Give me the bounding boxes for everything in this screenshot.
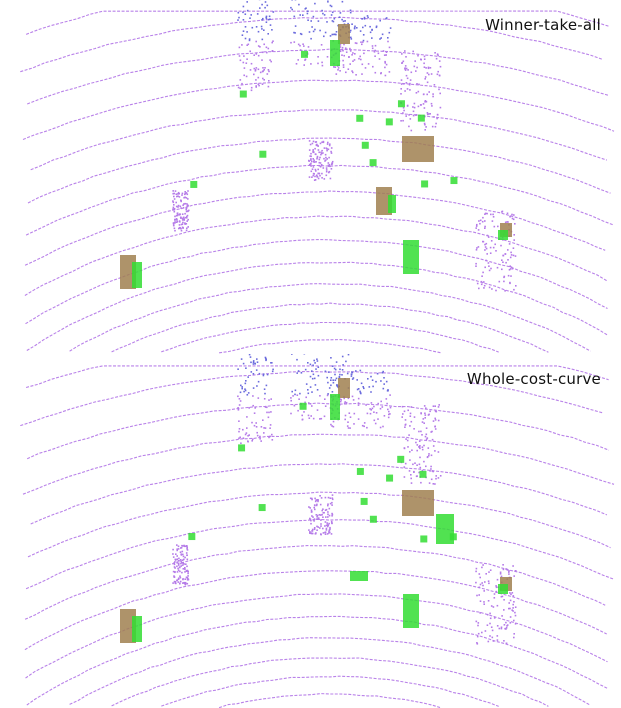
point-cloud-whole-cost-curve [20,354,615,708]
near-left-object-green [132,616,142,642]
small-detection-4 [397,100,405,108]
small-detection-0 [190,180,198,188]
far-center-object-brown [338,378,350,398]
lidar-rings [20,10,615,354]
right-edge-object-green [498,230,508,240]
point-cloud-winner-take-all [20,0,615,354]
small-detection-2 [356,467,364,475]
small-detection-9 [369,159,377,167]
scatter-points [172,354,517,645]
small-detection-1 [258,504,266,512]
panel-title-winner-take-all: Winner-take-all [485,16,601,34]
small-detection-2 [356,114,364,122]
lidar-rings [20,365,615,708]
small-detection-9 [369,515,377,523]
center-right-object-green [388,195,396,213]
small-detection-3 [385,118,393,126]
small-detection-4 [397,455,405,463]
small-detection-10 [238,444,246,452]
far-center-object-green [330,40,340,66]
small-detection-8 [419,470,427,478]
right-edge-object-green [498,584,508,594]
small-detection-6 [420,535,428,543]
small-detection-0 [188,533,196,541]
small-detection-7 [449,533,457,541]
small-detection-8 [417,114,425,122]
scatter-points [172,0,517,292]
mid-right-object-green [403,594,419,628]
far-center-object-brown [338,24,350,44]
far-right-object-brown [402,490,434,516]
small-detection-1 [259,150,267,158]
small-detection-7 [450,177,458,185]
small-detection-6 [421,180,429,188]
small-detection-3 [386,474,394,482]
panel-title-whole-cost-curve: Whole-cost-curve [466,370,601,388]
panel-winner-take-all: Winner-take-all [20,0,615,354]
small-detection-10 [239,90,247,98]
panel-whole-cost-curve: Whole-cost-curve [0,354,621,708]
far-right-object-brown [402,136,434,162]
far-right-object-green [436,514,454,544]
far-center-object-green [330,394,340,420]
mid-right-object-green [403,240,419,274]
center-right-object-green [350,571,368,581]
small-detection-11 [299,402,307,410]
near-left-object-green [132,262,142,288]
small-detection-5 [361,141,369,149]
small-detection-5 [360,497,368,505]
small-detection-11 [300,50,308,58]
